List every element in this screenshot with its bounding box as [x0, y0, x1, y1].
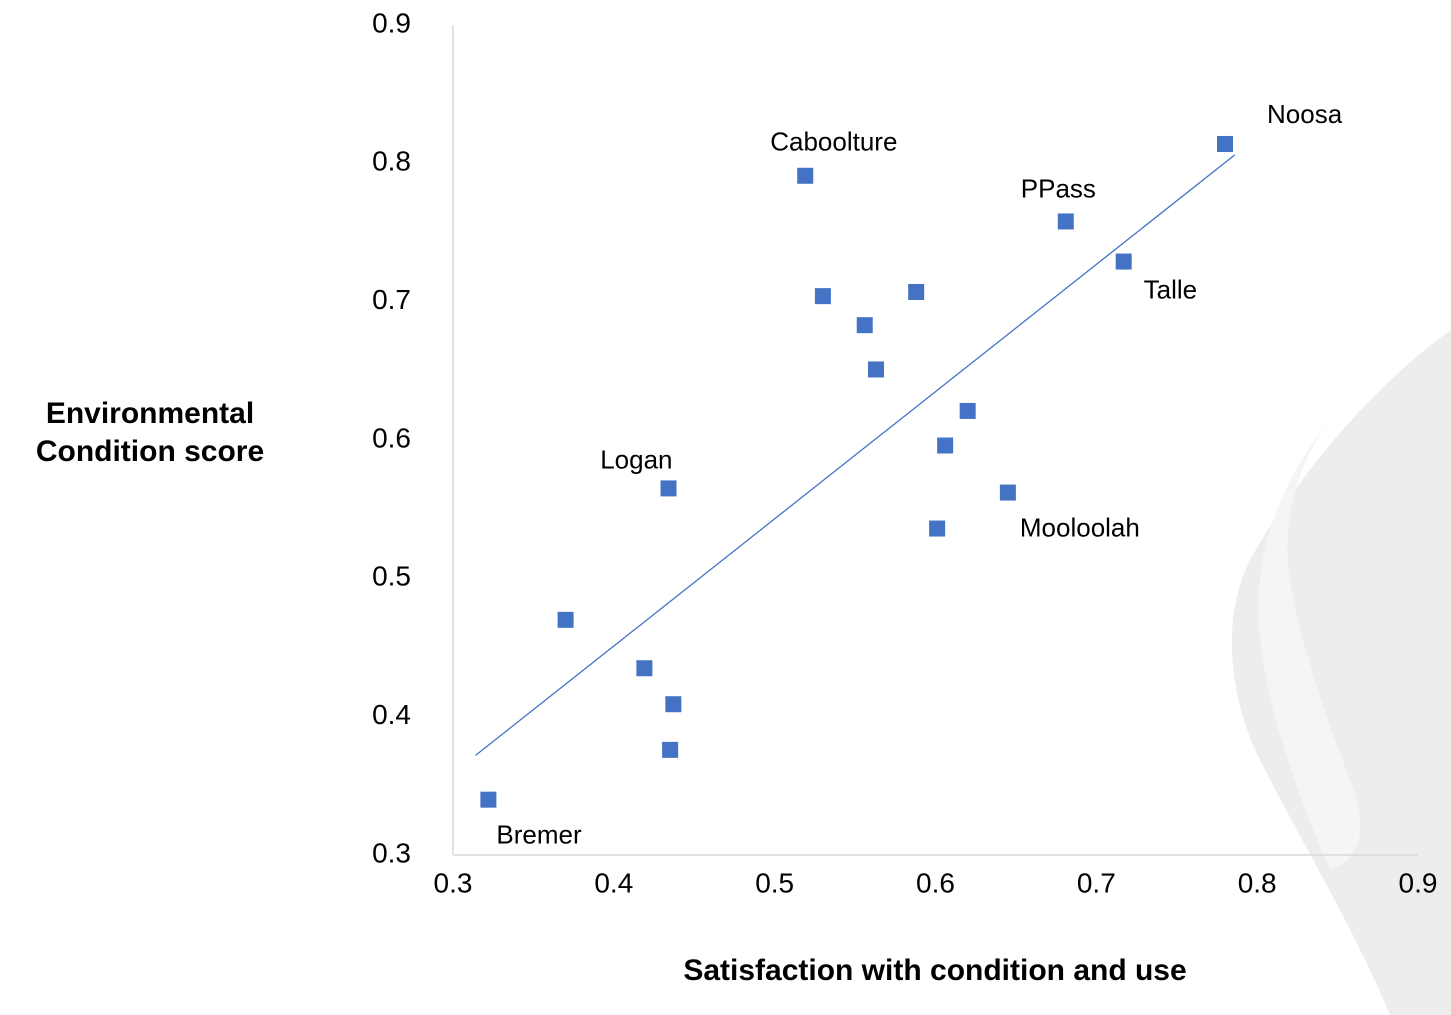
point — [665, 696, 682, 713]
point — [867, 361, 884, 378]
x-tick-label: 0.5 — [755, 867, 794, 898]
point — [929, 520, 946, 537]
point — [1057, 213, 1074, 230]
point-label: Caboolture — [770, 127, 897, 157]
y-tick-label: 0.5 — [372, 561, 411, 592]
watermark — [1231, 330, 1451, 1015]
point-label: Bremer — [496, 820, 582, 850]
y-tick-label: 0.8 — [372, 146, 411, 177]
x-axis-title: Satisfaction with condition and use — [683, 954, 1186, 987]
point — [814, 288, 831, 305]
point-label: Mooloolah — [1020, 512, 1140, 542]
point — [557, 611, 574, 628]
point — [959, 402, 976, 419]
point-label: Logan — [600, 444, 672, 474]
point — [1217, 135, 1233, 152]
point — [856, 317, 873, 334]
point — [908, 283, 925, 300]
point — [636, 660, 653, 677]
y-tick-label: 0.9 — [372, 7, 411, 38]
point — [797, 167, 814, 184]
point — [1115, 253, 1132, 270]
x-tick-label: 0.6 — [916, 867, 955, 898]
x-tick-label: 0.4 — [594, 867, 633, 898]
x-tick-label: 0.7 — [1077, 867, 1116, 898]
trendline — [475, 154, 1236, 756]
x-tick-label: 0.8 — [1238, 867, 1277, 898]
x-tick-label: 0.3 — [434, 867, 473, 898]
y-tick-label: 0.4 — [372, 699, 411, 730]
point-label: Noosa — [1267, 99, 1343, 129]
point — [662, 741, 679, 758]
point — [999, 484, 1016, 501]
y-axis-title: Environmental Condition score — [35, 397, 265, 468]
x-tick-label: 0.9 — [1399, 867, 1438, 898]
point — [480, 791, 497, 808]
point — [937, 437, 954, 454]
y-tick-label: 0.6 — [372, 422, 411, 453]
point-label: PPass — [1021, 173, 1096, 203]
y-tick-label: 0.3 — [372, 837, 411, 868]
y-tick-label: 0.7 — [372, 284, 411, 315]
point-label: Talle — [1144, 274, 1197, 304]
point — [660, 480, 677, 497]
